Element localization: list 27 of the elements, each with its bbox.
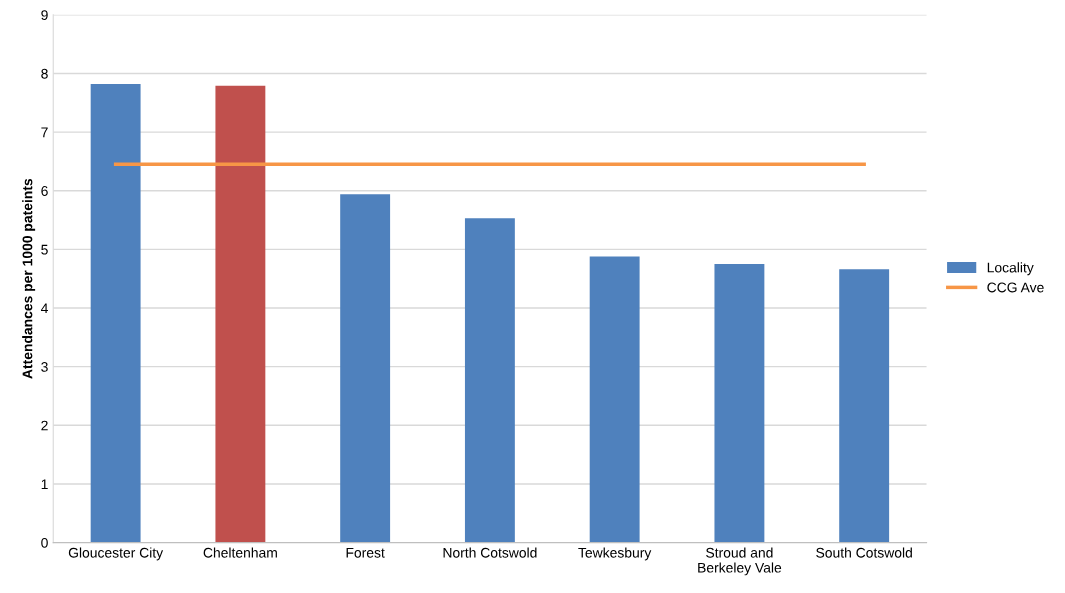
y-tick-label: 8 — [41, 68, 48, 79]
y-tick-label: 3 — [41, 362, 48, 372]
bar — [215, 85, 266, 543]
legend-label: Locality — [987, 262, 1034, 276]
y-tick-label: 4 — [40, 303, 48, 314]
bar — [589, 256, 640, 543]
y-tick-label: 5 — [41, 244, 48, 255]
x-tick-label: Stroud and Berkeley Vale — [698, 547, 782, 576]
bar — [340, 194, 391, 543]
x-tick-label: South Cotswold — [816, 547, 912, 558]
x-tick-label: Tewkesbury — [578, 547, 652, 561]
x-tick-label: Gloucester City — [68, 547, 164, 561]
x-tick-label: Cheltenham — [203, 547, 277, 558]
y-tick-label: 1 — [41, 479, 48, 489]
y-tick-label: 9 — [41, 10, 48, 20]
y-axis-title: Attendances per 1000 pateints — [22, 178, 36, 379]
y-tick-label: 0 — [41, 537, 48, 548]
bar — [714, 264, 765, 543]
bar — [839, 269, 890, 543]
y-tick-label: 7 — [41, 127, 48, 138]
y-tick-label: 6 — [41, 186, 48, 196]
legend-label: CCG Ave — [987, 282, 1044, 293]
bar — [464, 218, 515, 543]
bar — [90, 84, 141, 543]
x-tick-label: Forest — [346, 547, 385, 558]
x-tick-label: North Cotswold — [443, 547, 537, 558]
y-tick-label: 2 — [41, 420, 48, 431]
